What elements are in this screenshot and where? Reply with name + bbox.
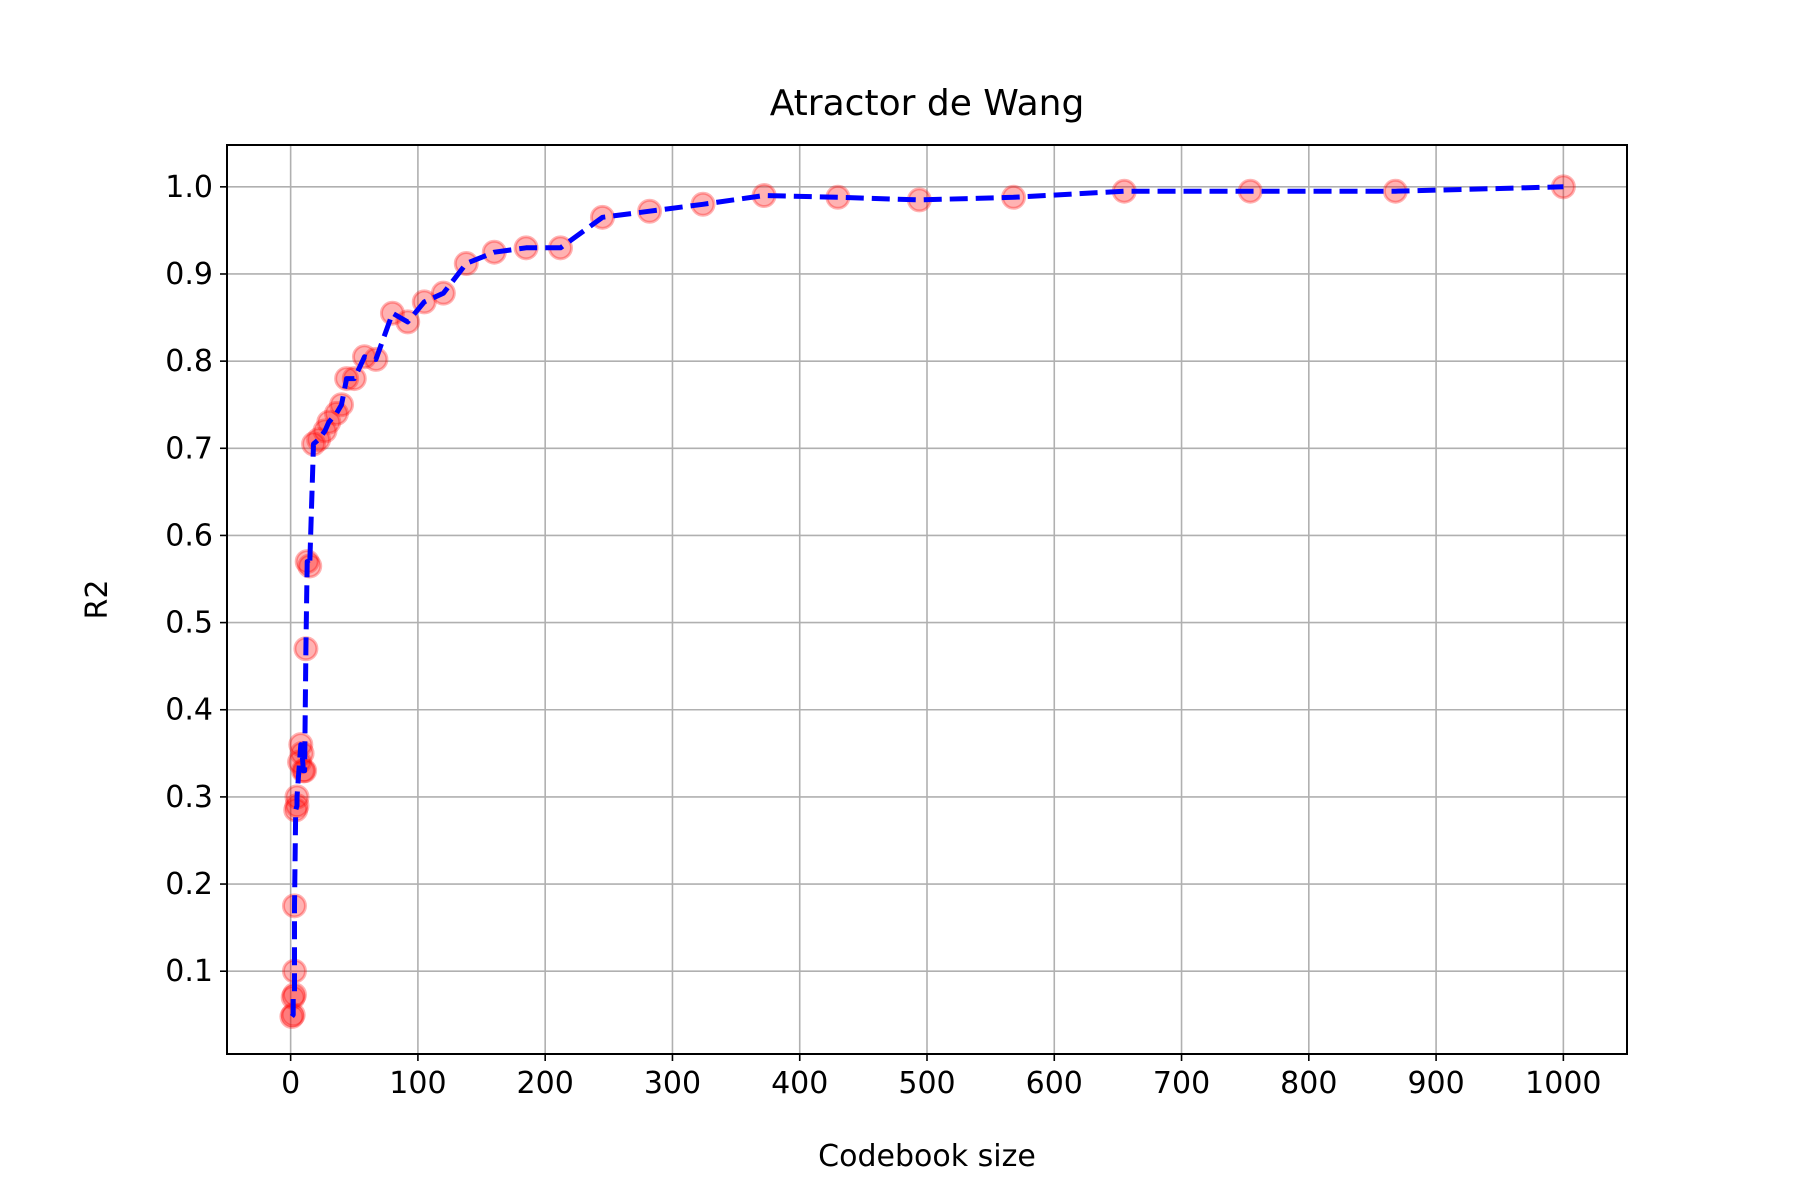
x-tick-label: 400	[771, 1066, 828, 1101]
x-tick-label: 1000	[1525, 1066, 1601, 1101]
chart-title: Atractor de Wang	[770, 83, 1085, 124]
series-layer	[279, 174, 1576, 1030]
y-tick-label: 0.8	[165, 344, 213, 379]
x-tick-label: 800	[1280, 1066, 1337, 1101]
series-line	[289, 184, 1564, 1019]
x-tick-label: 900	[1407, 1066, 1464, 1101]
x-tick-label: 200	[517, 1066, 574, 1101]
y-tick-label: 0.7	[165, 431, 213, 466]
x-axis-label: Codebook size	[818, 1139, 1036, 1174]
y-tick-label: 1.0	[165, 170, 213, 205]
x-tick-label: 700	[1153, 1066, 1210, 1101]
x-tick-label: 600	[1026, 1066, 1083, 1101]
x-tick-label: 0	[281, 1066, 300, 1101]
x-tick-label: 100	[389, 1066, 446, 1101]
x-tick-label: 300	[644, 1066, 701, 1101]
y-tick-label: 0.6	[165, 518, 213, 553]
grid	[227, 145, 1627, 1054]
y-tick-label: 0.2	[165, 867, 213, 902]
y-tick-label: 0.9	[165, 257, 213, 292]
y-tick-label: 0.3	[165, 780, 213, 815]
ticks: 0 100 200 300 400 500 600 700 800 900 1000 0.1 0.2 0.…	[165, 170, 1601, 1101]
x-tick-label: 500	[898, 1066, 955, 1101]
y-tick-label: 0.4	[165, 693, 213, 728]
y-tick-label: 0.5	[165, 606, 213, 641]
y-tick-label: 0.1	[165, 954, 213, 989]
y-axis-label: R2	[80, 580, 115, 620]
